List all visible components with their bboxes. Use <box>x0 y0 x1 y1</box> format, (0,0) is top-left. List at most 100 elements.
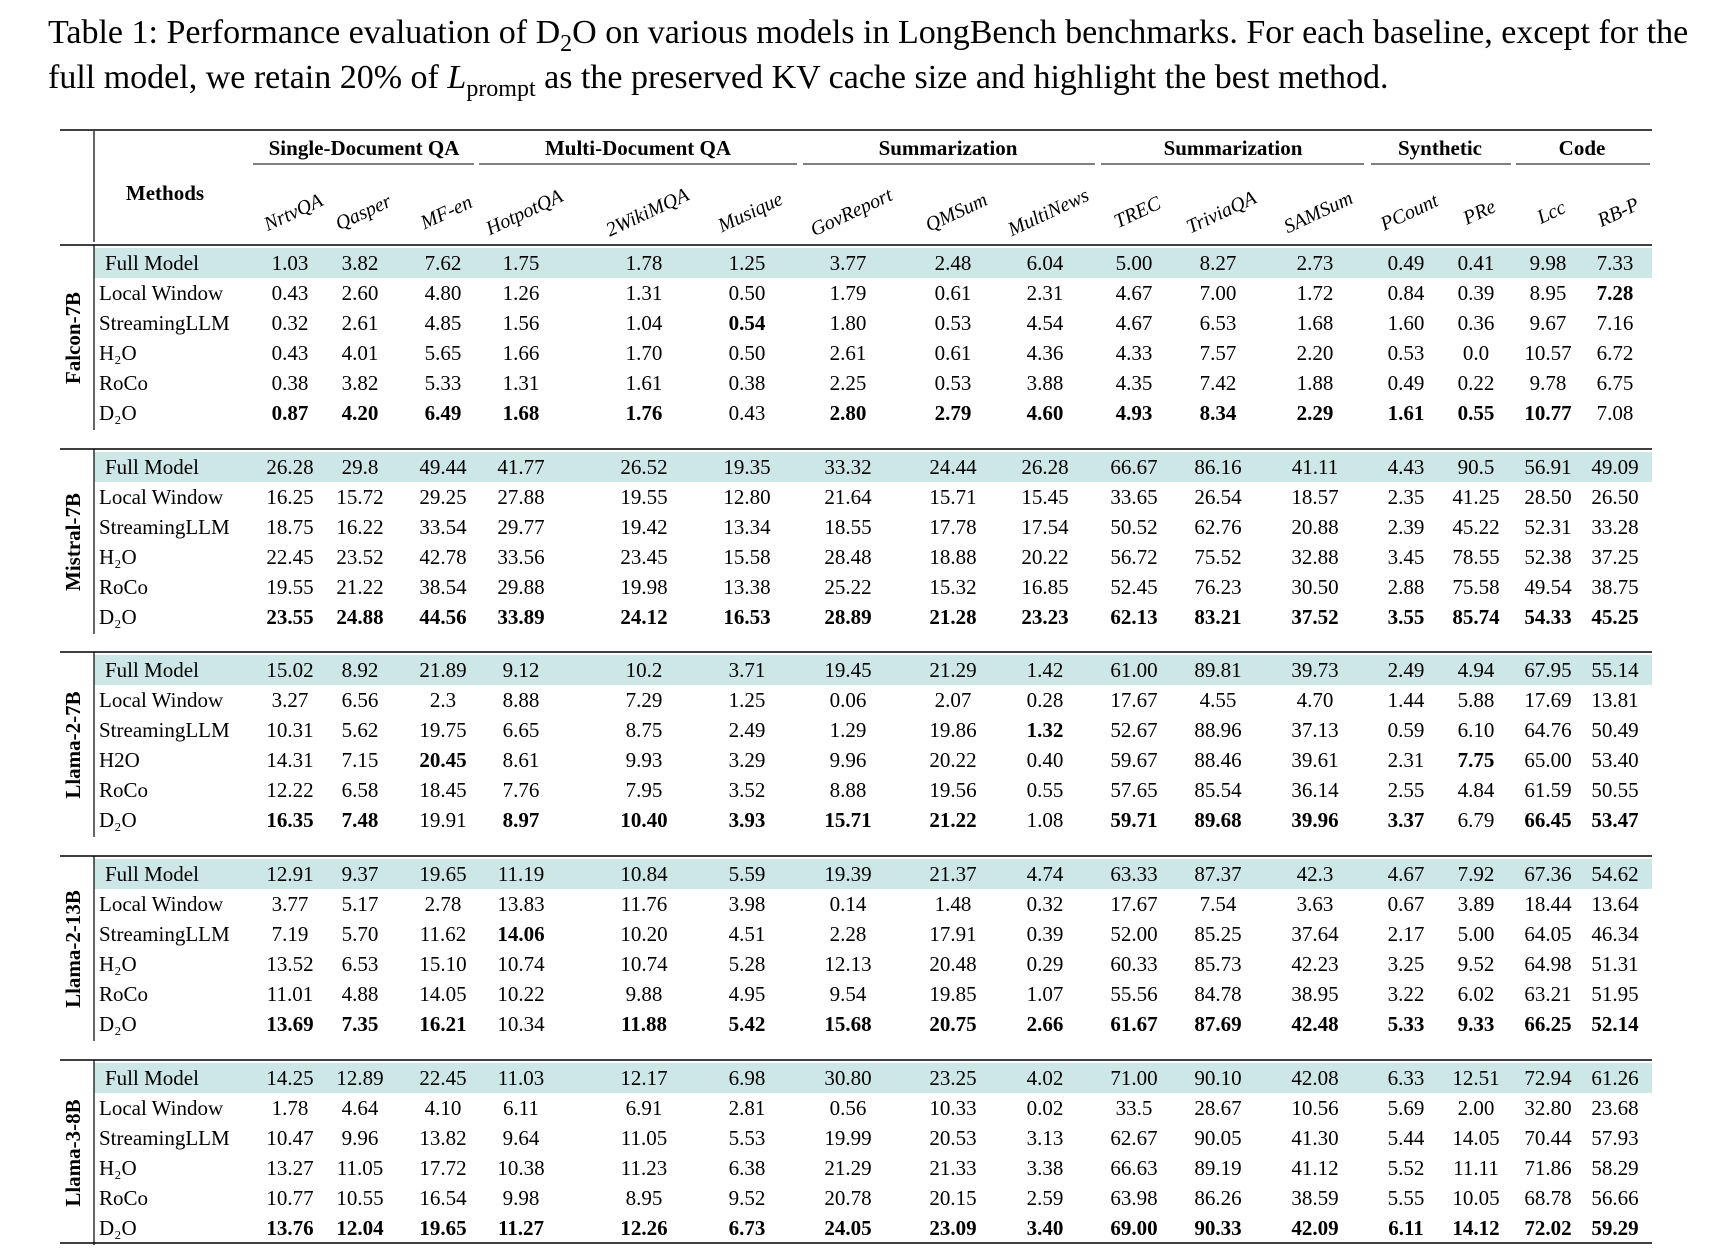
table-cell: 10.84 <box>620 862 668 886</box>
table-cell: 68.78 <box>1524 1186 1571 1210</box>
table-cell: 26.28 <box>266 455 313 479</box>
table-cell: 13.69 <box>266 1012 313 1036</box>
table-cell: 21.22 <box>929 808 976 832</box>
table-cell: 9.33 <box>1458 1012 1495 1036</box>
table-cell: 37.13 <box>1291 718 1338 742</box>
caption-subscript: 2 <box>560 31 573 57</box>
table-cell: 0.22 <box>1458 371 1495 395</box>
table-cell: 17.72 <box>419 1156 466 1180</box>
table-cell: 18.75 <box>266 515 313 539</box>
table-cell: 17.54 <box>1021 515 1069 539</box>
table-cell: 21.89 <box>419 658 466 682</box>
table-cell: 13.52 <box>266 952 313 976</box>
table-cell: 20.53 <box>929 1126 976 1150</box>
table-cell: 61.67 <box>1110 1012 1157 1036</box>
table-cell: 15.71 <box>824 808 871 832</box>
table-cell: 19.55 <box>266 575 313 599</box>
table-cell: 5.88 <box>1458 688 1495 712</box>
table-cell: 4.95 <box>729 982 766 1006</box>
table-cell: 2.73 <box>1297 251 1334 275</box>
table-cell: 33.32 <box>824 455 871 479</box>
table-cell: 24.44 <box>929 455 977 479</box>
table-cell: 59.29 <box>1591 1216 1638 1240</box>
table-cell: 3.40 <box>1027 1216 1064 1240</box>
table-cell: 3.25 <box>1388 952 1425 976</box>
method-label: Local Window <box>99 1096 224 1120</box>
table-cell: 26.28 <box>1021 455 1068 479</box>
table-cell: 3.88 <box>1027 371 1064 395</box>
table-cell: 9.96 <box>830 748 867 772</box>
table-cell: 15.45 <box>1021 485 1068 509</box>
table-cell: 65.00 <box>1524 748 1571 772</box>
table-cell: 6.49 <box>425 401 462 425</box>
table-cell: 63.21 <box>1524 982 1571 1006</box>
table-cell: 4.85 <box>425 311 462 335</box>
method-label: D₂O <box>99 1216 137 1240</box>
table-cell: 33.5 <box>1116 1096 1153 1120</box>
table-cell: 7.62 <box>425 251 462 275</box>
table-cell: 15.71 <box>929 485 976 509</box>
table-cell: 0.56 <box>830 1096 867 1120</box>
method-label: RoCo <box>99 371 148 395</box>
column-header-triviaqa: TriviaQA <box>1183 187 1260 239</box>
column-header-multinews: MultiNews <box>1004 184 1093 241</box>
table-cell: 5.59 <box>729 862 766 886</box>
table-cell: 9.78 <box>1530 371 1567 395</box>
table-cell: 42.08 <box>1291 1066 1338 1090</box>
table-cell: 3.29 <box>729 748 766 772</box>
full-model-band <box>94 655 1652 685</box>
table-cell: 2.80 <box>830 401 867 425</box>
table-cell: 28.50 <box>1524 485 1571 509</box>
table-cell: 2.31 <box>1027 281 1064 305</box>
table-cell: 21.33 <box>929 1156 976 1180</box>
table-cell: 0.49 <box>1388 251 1425 275</box>
table-cell: 41.30 <box>1291 1126 1338 1150</box>
table-cell: 85.73 <box>1194 952 1241 976</box>
table-cell: 33.28 <box>1591 515 1638 539</box>
table-cell: 76.23 <box>1194 575 1241 599</box>
table-cell: 8.92 <box>342 658 379 682</box>
table-cell: 4.01 <box>342 341 379 365</box>
table-cell: 75.58 <box>1452 575 1499 599</box>
method-label: Local Window <box>99 485 224 509</box>
table-cell: 45.25 <box>1591 605 1638 629</box>
table-cell: 7.29 <box>626 688 663 712</box>
caption-label: Table 1: <box>48 14 158 51</box>
table-cell: 17.67 <box>1110 892 1157 916</box>
table-cell: 10.47 <box>266 1126 313 1150</box>
table-cell: 3.13 <box>1027 1126 1064 1150</box>
method-label: H2O <box>99 748 140 772</box>
table-cell: 21.22 <box>336 575 383 599</box>
table-cell: 21.64 <box>824 485 872 509</box>
table-cell: 33.56 <box>497 545 544 569</box>
table-cell: 5.17 <box>342 892 379 916</box>
table-cell: 58.29 <box>1591 1156 1638 1180</box>
table-cell: 4.94 <box>1458 658 1495 682</box>
table-cell: 63.98 <box>1110 1186 1157 1210</box>
method-label: RoCo <box>99 982 148 1006</box>
table-cell: 45.22 <box>1452 515 1499 539</box>
table-cell: 5.69 <box>1388 1096 1425 1120</box>
table-cell: 67.36 <box>1524 862 1571 886</box>
table-cell: 13.38 <box>723 575 770 599</box>
table-cell: 23.52 <box>336 545 383 569</box>
table-cell: 11.23 <box>621 1156 667 1180</box>
table-cell: 4.36 <box>1027 341 1064 365</box>
table-cell: 41.12 <box>1291 1156 1338 1180</box>
table-cell: 71.00 <box>1110 1066 1157 1090</box>
table-cell: 33.54 <box>419 515 467 539</box>
table-cell: 21.28 <box>929 605 976 629</box>
table-cell: 16.25 <box>266 485 313 509</box>
table-cell: 5.00 <box>1116 251 1153 275</box>
table-cell: 19.55 <box>620 485 667 509</box>
table-cell: 21.29 <box>824 1156 871 1180</box>
table-cell: 1.79 <box>830 281 867 305</box>
table-cell: 16.35 <box>266 808 313 832</box>
method-label: Full Model <box>105 658 199 682</box>
method-label: Local Window <box>99 892 224 916</box>
table-cell: 13.27 <box>266 1156 313 1180</box>
table-cell: 1.31 <box>503 371 540 395</box>
table-cell: 19.91 <box>419 808 466 832</box>
table-cell: 1.78 <box>626 251 663 275</box>
table-cell: 1.61 <box>626 371 663 395</box>
